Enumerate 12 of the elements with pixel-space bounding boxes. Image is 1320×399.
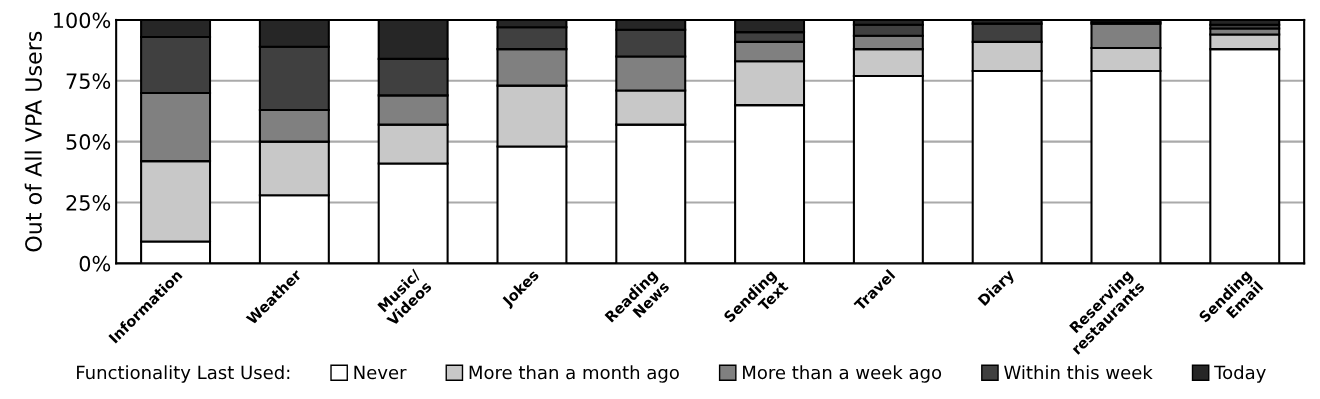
y-axis-title: Out of All VPA Users — [24, 31, 42, 252]
legend-title: Functionality Last Used: — [77, 365, 290, 383]
legend-label: Within this week — [1004, 365, 1153, 380]
legend-label: More than a week ago — [743, 365, 942, 383]
legend-label: More than a month ago — [469, 365, 679, 383]
y-tick-label: 100% — [54, 12, 111, 29]
legend-label: Today — [1214, 365, 1266, 383]
y-tick-label: 50% — [66, 134, 111, 150]
y-tick-label: 0% — [79, 255, 111, 272]
legend-label: Never — [354, 365, 407, 380]
y-tick-label: 75% — [66, 73, 111, 90]
y-tick-label: 25% — [66, 194, 111, 211]
